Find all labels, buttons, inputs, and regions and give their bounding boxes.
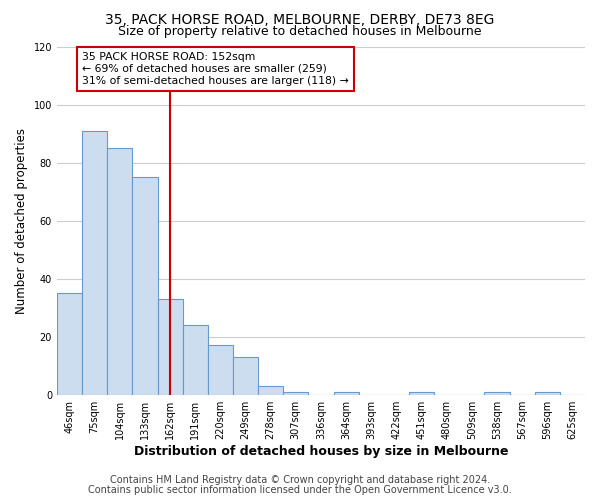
Bar: [182, 325, 208, 394]
Bar: [107, 148, 133, 394]
Text: 35 PACK HORSE ROAD: 152sqm
← 69% of detached houses are smaller (259)
31% of sem: 35 PACK HORSE ROAD: 152sqm ← 69% of deta…: [82, 52, 349, 86]
Text: Contains HM Land Registry data © Crown copyright and database right 2024.: Contains HM Land Registry data © Crown c…: [110, 475, 490, 485]
Bar: [158, 299, 182, 394]
Bar: [535, 392, 560, 394]
Text: 35, PACK HORSE ROAD, MELBOURNE, DERBY, DE73 8EG: 35, PACK HORSE ROAD, MELBOURNE, DERBY, D…: [106, 12, 494, 26]
Bar: [258, 386, 283, 394]
Bar: [82, 130, 107, 394]
Bar: [409, 392, 434, 394]
Y-axis label: Number of detached properties: Number of detached properties: [15, 128, 28, 314]
Text: Size of property relative to detached houses in Melbourne: Size of property relative to detached ho…: [118, 25, 482, 38]
Bar: [334, 392, 359, 394]
Bar: [57, 293, 82, 394]
Bar: [283, 392, 308, 394]
Bar: [484, 392, 509, 394]
Text: Contains public sector information licensed under the Open Government Licence v3: Contains public sector information licen…: [88, 485, 512, 495]
Bar: [133, 177, 158, 394]
Bar: [233, 357, 258, 395]
Bar: [208, 346, 233, 395]
X-axis label: Distribution of detached houses by size in Melbourne: Distribution of detached houses by size …: [134, 444, 508, 458]
